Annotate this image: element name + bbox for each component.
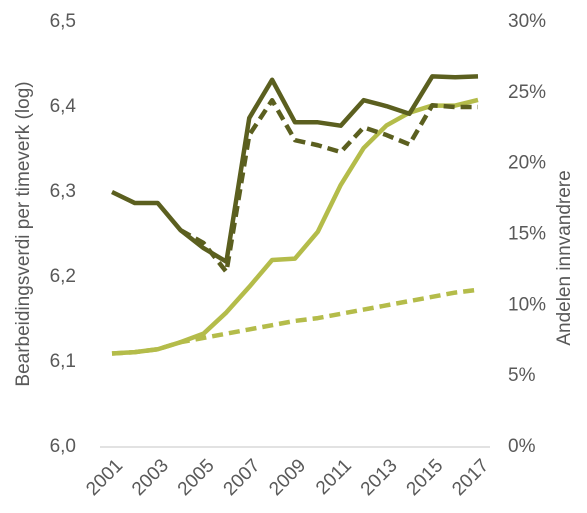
y2-tick-label: 25% [508,82,546,103]
x-tick-label: 2017 [448,455,493,500]
y2-axis-label: Andelen innvandrere [554,170,575,345]
x-tick-label: 2007 [220,455,265,500]
y-tick-label: 6,1 [50,351,76,372]
x-tick-label: 2011 [312,455,356,499]
y-tick-label: 6,5 [50,11,76,32]
y2-tick-label: 5% [508,365,536,386]
y-tick-label: 6,4 [50,96,77,117]
x-tick-label: 2003 [128,455,173,500]
y-axis-label: Bearbeidingsverdi per timeverk (log) [13,81,34,386]
y2-tick-label: 15% [508,224,546,245]
y2-tick-label: 20% [508,153,546,174]
x-tick-label: 2013 [357,455,402,500]
x-tick-label: 2001 [82,455,127,500]
y2-tick-label: 10% [508,294,546,315]
line-series [111,287,479,356]
x-tick-label: 2005 [174,455,219,500]
y-tick-label: 6,2 [50,266,76,287]
line-series [111,97,479,356]
x-tick-label: 2009 [265,455,310,500]
y-tick-label: 6,0 [50,436,76,457]
y2-tick-label: 30% [508,11,546,32]
y2-tick-label: 0% [508,436,536,457]
line-series [111,74,479,264]
y-tick-label: 6,3 [50,181,76,202]
x-tick-label: 2015 [403,455,448,500]
